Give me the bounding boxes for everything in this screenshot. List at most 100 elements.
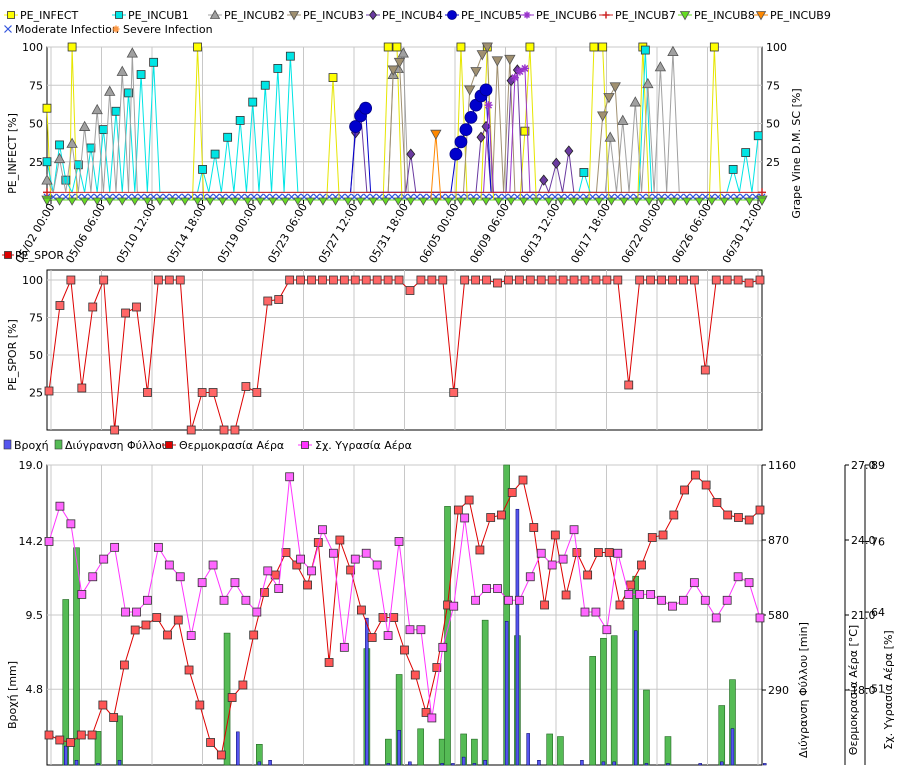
- legend-label: PE_INCUB3: [303, 9, 364, 22]
- baseline-marker: [757, 197, 767, 206]
- data-point-humidity: [449, 601, 459, 611]
- data-point-pe-spor: [230, 425, 240, 435]
- rain-bar: [730, 728, 735, 766]
- legend-entry: PE_INCUB8: [678, 9, 755, 22]
- y-tick-label: 50: [29, 349, 43, 362]
- y2-tick-label: 50: [766, 118, 780, 131]
- data-point-humidity: [679, 595, 688, 605]
- data-point-humidity: [416, 625, 426, 635]
- baseline-marker: [255, 197, 265, 206]
- legend-marker: [3, 439, 12, 450]
- baseline-marker: [669, 197, 679, 206]
- rain-bar: [236, 731, 240, 766]
- legend-entry: PE_INCUB6: [520, 9, 597, 22]
- data-point-temperature: [152, 613, 162, 622]
- data-point-pe_incub3: [470, 67, 482, 78]
- rain-bar: [526, 733, 530, 766]
- legend-marker: [368, 9, 378, 21]
- data-point-temperature: [76, 730, 86, 740]
- data-point-pe-spor: [153, 275, 163, 285]
- baseline-marker: [268, 197, 278, 206]
- data-point-humidity: [722, 595, 732, 605]
- data-point-pe_incub2: [629, 96, 641, 107]
- data-point-pe-spor: [514, 275, 524, 285]
- legend-marker: [4, 25, 12, 33]
- baseline-marker: [49, 193, 57, 201]
- data-point-humidity: [99, 554, 109, 564]
- data-point-temperature: [130, 625, 140, 635]
- data-point-pe-spor: [383, 275, 393, 285]
- data-point-pe_incub3: [609, 82, 621, 93]
- data-point-humidity: [602, 625, 612, 635]
- data-point-pe-spor: [416, 275, 426, 285]
- data-point-pe-spor: [372, 275, 382, 285]
- data-point-pe-spor: [88, 302, 98, 312]
- leaf-wetness-bar: [600, 637, 607, 766]
- data-point-temperature: [594, 548, 603, 557]
- legend-label: PE_INCUB4: [382, 9, 443, 22]
- data-point-humidity: [307, 566, 316, 576]
- data-point-humidity: [646, 590, 656, 599]
- data-point-temperature: [701, 480, 711, 490]
- data-point-pe-spor: [164, 275, 174, 285]
- data-point-pe-spor: [646, 275, 656, 285]
- data-point-pe_incub6: [515, 67, 524, 76]
- data-point-humidity: [547, 560, 557, 570]
- y-tick-label: 14.2: [19, 535, 44, 548]
- data-point-humidity: [143, 595, 152, 605]
- data-point-pe-spor: [700, 365, 710, 375]
- data-point-pe-spor: [175, 275, 185, 285]
- baseline-marker: [551, 193, 559, 201]
- data-point-temperature: [421, 708, 431, 717]
- data-point-temperature: [238, 680, 248, 690]
- leaf-tick-label: 290: [768, 684, 789, 697]
- baseline-marker: [581, 197, 592, 206]
- data-point-pe_incub1: [260, 80, 270, 90]
- data-point-temperature: [637, 560, 646, 570]
- data-point-pe_incub1: [149, 57, 159, 67]
- y-tick-label: 100: [22, 41, 43, 54]
- data-point-temperature: [669, 510, 679, 520]
- baseline-marker: [225, 193, 233, 201]
- data-point-pe-spor: [689, 275, 699, 285]
- baseline-marker: [388, 193, 396, 201]
- data-point-humidity: [733, 572, 743, 582]
- data-point-humidity: [394, 537, 404, 546]
- data-point-pe_incub1: [640, 45, 650, 55]
- rain-bar: [74, 760, 79, 766]
- rain-bar: [644, 763, 649, 766]
- legend-marker: [447, 10, 457, 20]
- leaf-wetness-bar: [610, 635, 618, 766]
- data-point-pe_incub7: [43, 188, 51, 197]
- data-point-pe_incub2: [53, 152, 66, 164]
- baseline-marker: [443, 197, 454, 206]
- y2-tick-label: 25: [766, 156, 780, 169]
- baseline-marker: [162, 193, 170, 201]
- data-point-humidity: [230, 578, 240, 588]
- leaf-tick-label: 1160: [768, 459, 796, 472]
- baseline-marker: [488, 193, 496, 201]
- data-point-pe-spor: [252, 388, 262, 397]
- data-point-pe-spor: [635, 275, 645, 285]
- baseline-marker: [744, 197, 755, 206]
- baseline-marker: [501, 193, 509, 201]
- data-point-temperature: [540, 600, 549, 610]
- data-point-pe_incub1: [273, 64, 283, 73]
- data-point-pe-spor: [602, 275, 612, 285]
- baseline-marker: [205, 197, 215, 206]
- data-point-temperature: [550, 530, 560, 540]
- leaf-wetness-bar: [481, 619, 489, 766]
- data-point-pe_incub1: [111, 106, 121, 116]
- data-point-pe_incub2: [667, 45, 679, 56]
- data-point-pe-spor: [722, 275, 732, 285]
- data-point-humidity: [175, 572, 185, 582]
- data-point-temperature: [335, 535, 345, 545]
- data-point-humidity: [186, 631, 196, 640]
- data-point-pe-spor: [143, 388, 152, 397]
- baseline-marker: [167, 197, 178, 206]
- data-point-temperature: [249, 630, 259, 640]
- data-point-humidity: [635, 590, 645, 599]
- baseline-marker: [217, 197, 228, 206]
- data-point-pe_incub1: [61, 175, 71, 185]
- data-point-pe_incub2: [78, 120, 91, 131]
